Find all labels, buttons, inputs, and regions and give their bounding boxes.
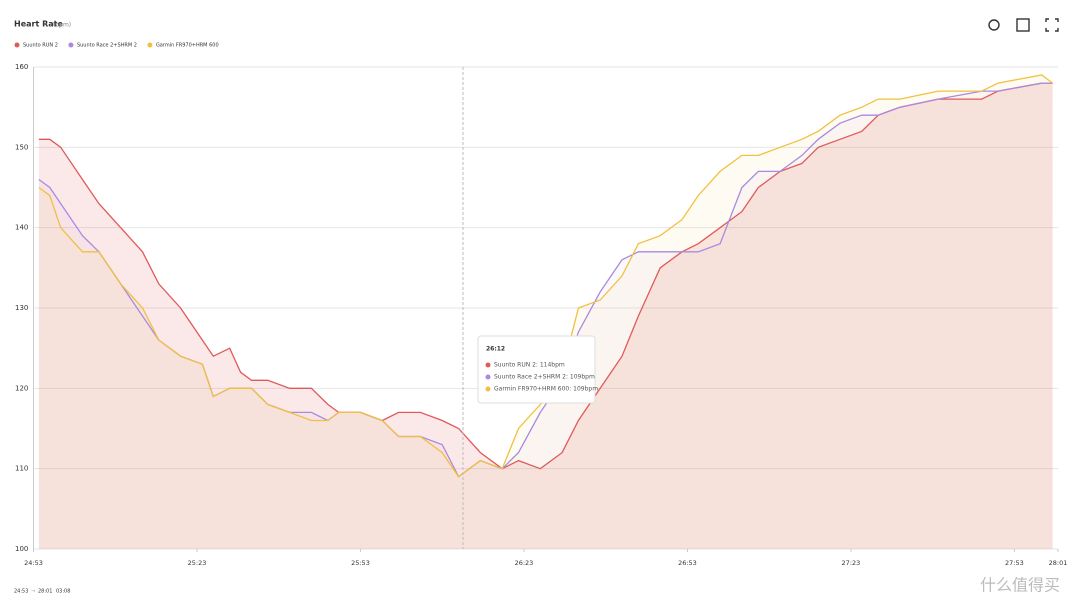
legend-label: Suunto RUN 2 [23, 43, 58, 49]
footer-arrow: → [31, 589, 35, 595]
legend-swatch [14, 42, 20, 48]
tooltip-item: Garmin FR970+HRM 600: 109bpm [494, 386, 598, 393]
tooltip-swatch [485, 362, 491, 368]
footer-end: 28:01 [38, 589, 52, 595]
tooltip-swatch [485, 386, 491, 392]
y-tick-label: 140 [15, 224, 28, 232]
footer-duration: 03:08 [56, 589, 70, 595]
legend-label: Garmin FR970+HRM 600 [156, 43, 219, 49]
tooltip-item: Suunto Race 2+SHRM 2: 109bpm [494, 374, 595, 381]
tooltip-title: 26:12 [486, 346, 505, 353]
chart-subtitle: (bpm) [53, 22, 71, 29]
tooltip-item: Suunto RUN 2: 114bpm [494, 362, 565, 369]
area [38, 75, 1053, 549]
line [38, 74, 1053, 478]
x-tick-label: 26:23 [515, 559, 534, 567]
legend-label: Suunto Race 2+SHRM 2 [77, 43, 137, 49]
y-tick-label: 100 [15, 545, 28, 553]
chart-title: Heart Rate [14, 20, 63, 29]
y-tick-label: 120 [15, 384, 28, 392]
reset-icon[interactable] [988, 19, 1000, 31]
toolbar[interactable] [988, 18, 1059, 32]
x-tick-label: 25:23 [188, 559, 207, 567]
legend-item: Garmin FR970+HRM 600 [147, 42, 219, 49]
area [38, 83, 1053, 549]
x-tick-label: 24:53 [24, 559, 43, 567]
x-tick-label: 27:23 [842, 559, 861, 567]
save-icon[interactable] [1016, 18, 1030, 32]
fullscreen-icon[interactable] [1045, 18, 1059, 32]
y-tick-label: 160 [15, 63, 28, 71]
x-tick-label: 26:53 [678, 559, 697, 567]
line [38, 82, 1053, 470]
tooltip-swatch [485, 374, 491, 380]
tooltip-box [477, 335, 596, 404]
area [38, 83, 1053, 549]
y-tick-label: 110 [15, 465, 28, 473]
y-tick-label: 150 [15, 143, 28, 151]
watermark: 什么值得买 [980, 576, 1060, 595]
tooltip: 26:12 Suunto RUN 2: 114bpm Suunto Race 2+S… [477, 335, 598, 404]
legend-item: Suunto Race 2+SHRM 2 [68, 42, 137, 49]
footer-start: 24:53 [14, 589, 28, 595]
legend-swatch [147, 42, 153, 48]
x-tick-label: 28:01 [1049, 559, 1068, 567]
legend-item: Suunto RUN 2 [14, 42, 58, 49]
x-tick-label: 27:53 [1005, 559, 1024, 567]
x-tick-label: 25:53 [351, 559, 370, 567]
y-tick-label: 130 [15, 304, 28, 312]
legend-swatch [68, 42, 74, 48]
